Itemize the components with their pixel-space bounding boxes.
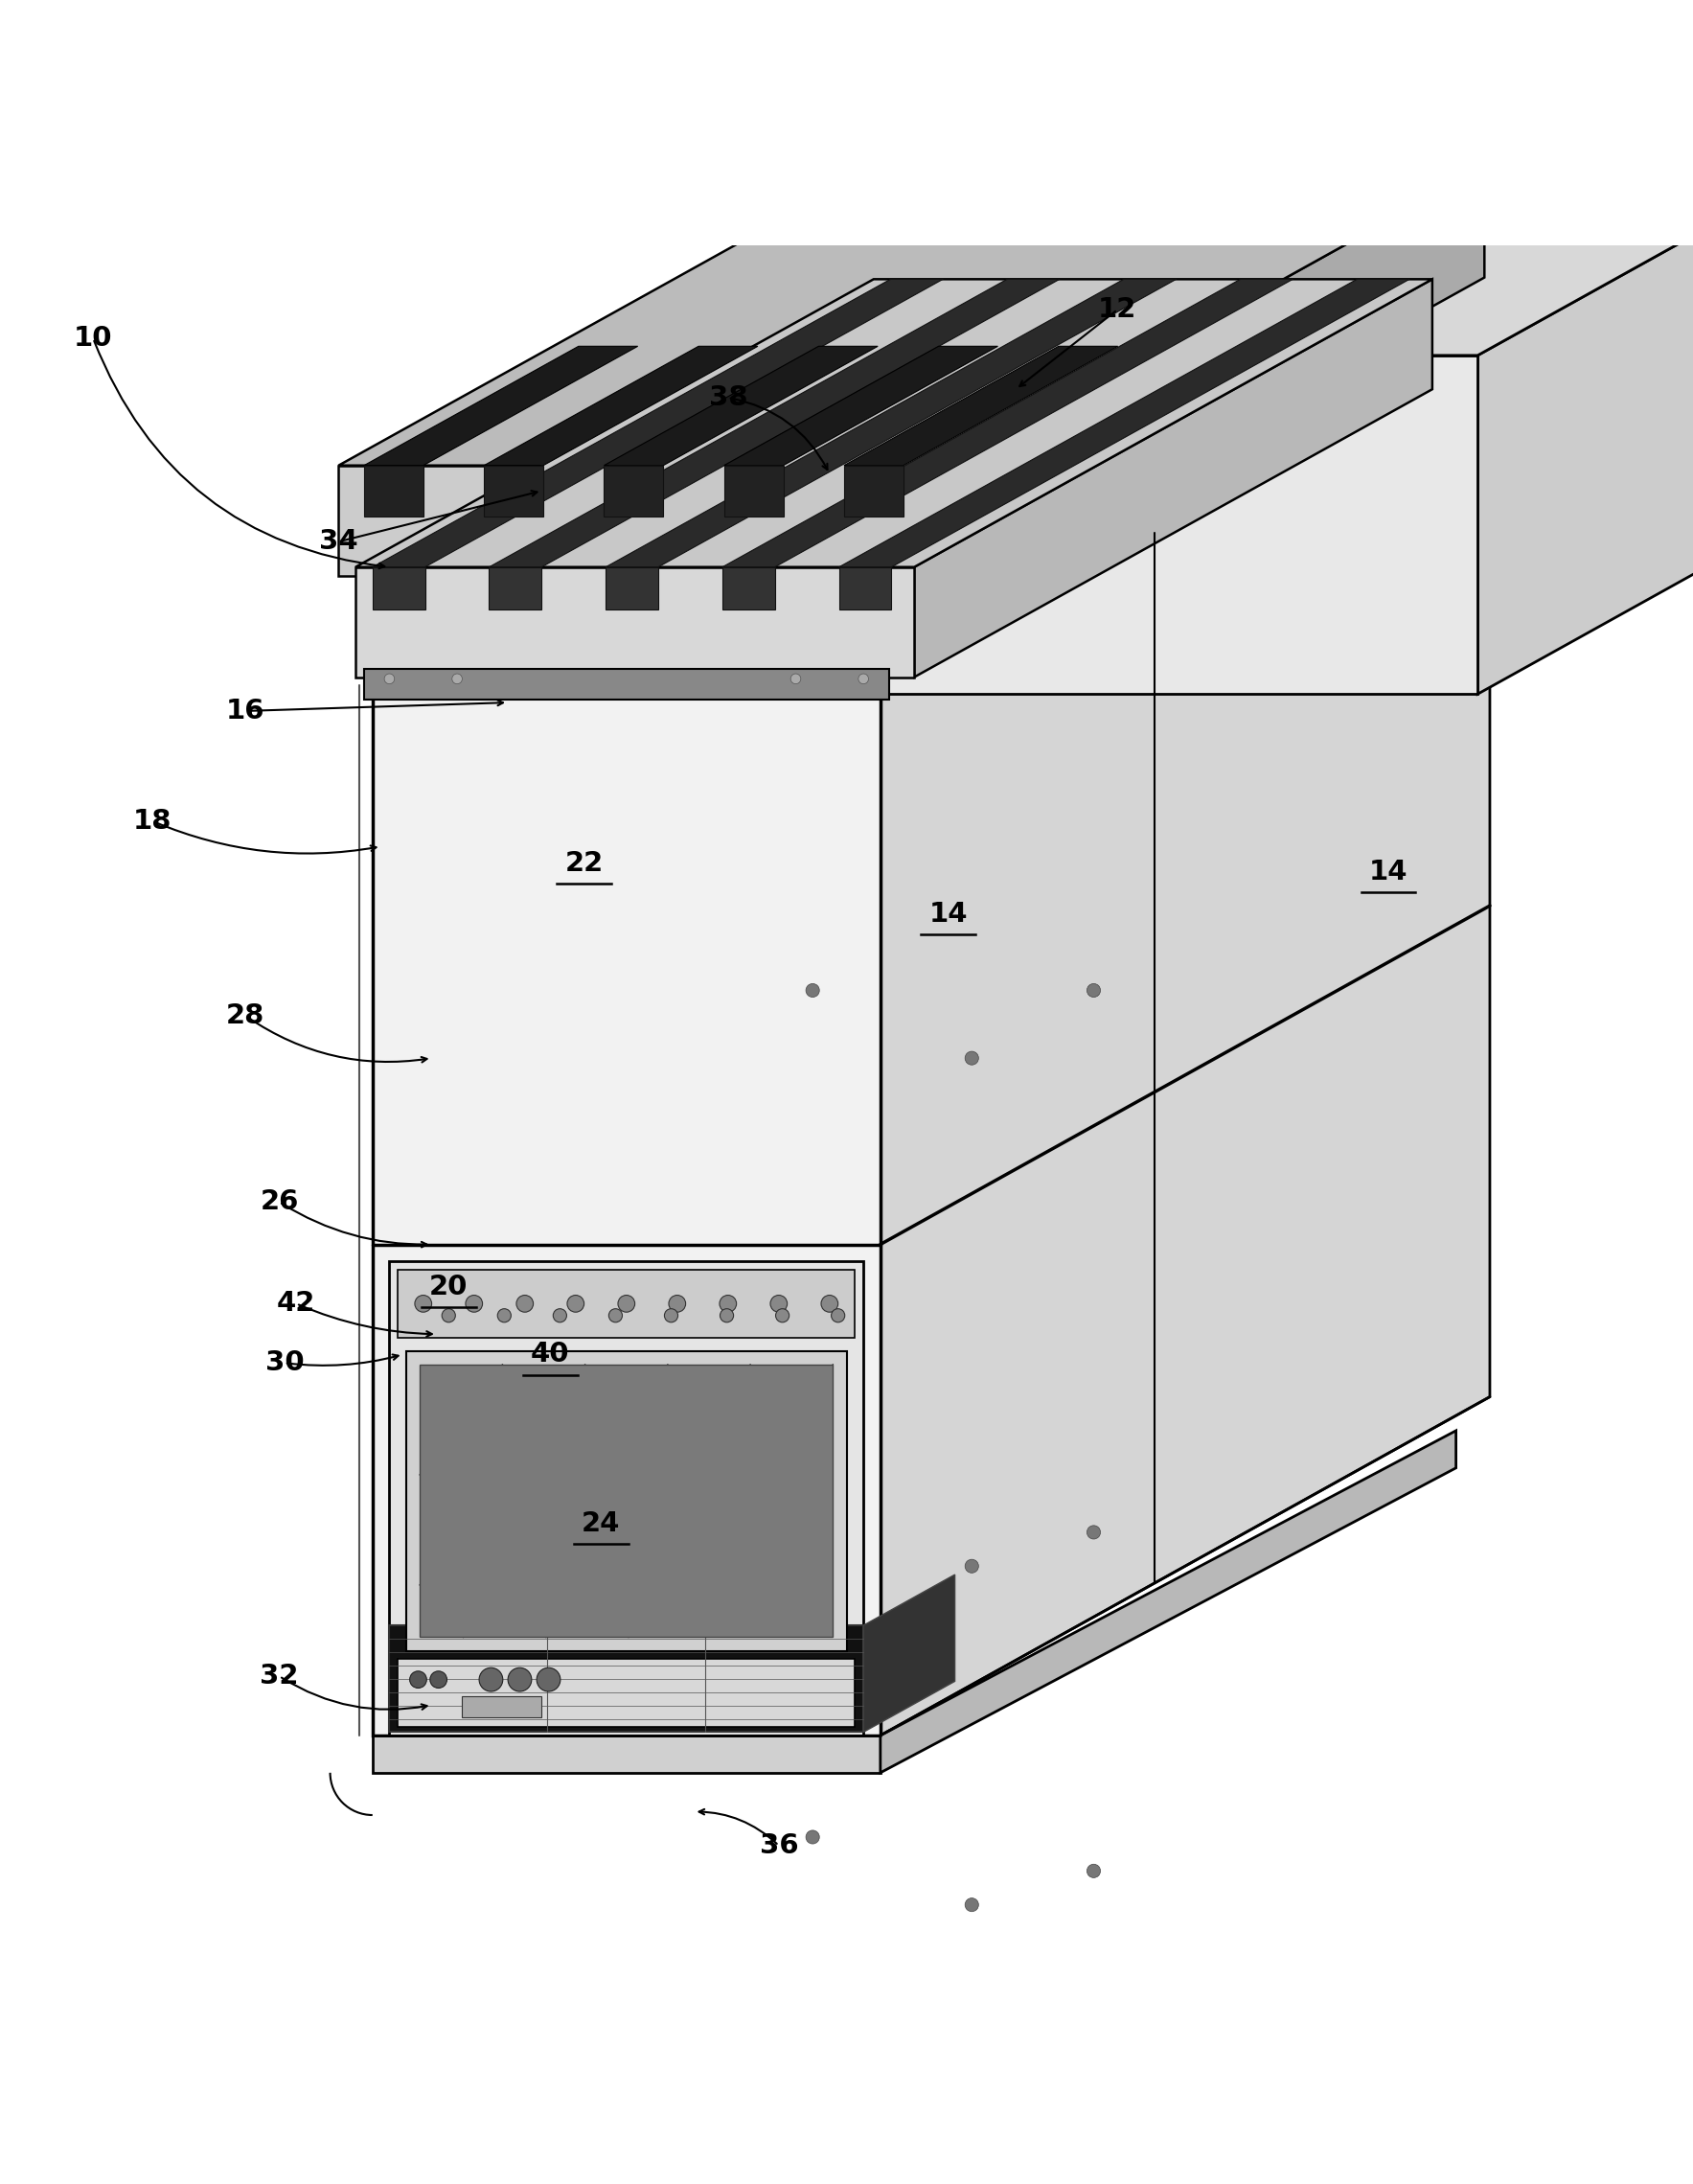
Polygon shape — [725, 347, 997, 465]
Circle shape — [415, 1295, 432, 1313]
Polygon shape — [339, 168, 1485, 465]
Circle shape — [567, 1295, 584, 1313]
Polygon shape — [406, 1352, 846, 1651]
Circle shape — [965, 1051, 979, 1066]
Polygon shape — [420, 1365, 833, 1638]
Circle shape — [508, 1669, 532, 1690]
Text: 14: 14 — [929, 900, 967, 928]
Polygon shape — [398, 1660, 855, 1728]
Text: 32: 32 — [261, 1662, 298, 1690]
Circle shape — [554, 1308, 567, 1321]
Text: 20: 20 — [430, 1273, 467, 1299]
Polygon shape — [489, 568, 542, 609]
Polygon shape — [484, 347, 758, 465]
Polygon shape — [840, 568, 892, 609]
Text: 40: 40 — [532, 1341, 569, 1367]
Polygon shape — [880, 347, 1490, 1736]
Circle shape — [1087, 1524, 1100, 1540]
Circle shape — [537, 1669, 560, 1690]
Polygon shape — [372, 568, 425, 609]
Circle shape — [384, 673, 394, 684]
Circle shape — [821, 1295, 838, 1313]
Polygon shape — [840, 280, 1410, 568]
Circle shape — [806, 1830, 819, 1843]
Polygon shape — [604, 465, 664, 515]
Text: 14: 14 — [1370, 858, 1407, 885]
Polygon shape — [914, 280, 1432, 677]
Text: 24: 24 — [582, 1511, 620, 1538]
Polygon shape — [880, 1431, 1456, 1773]
Circle shape — [609, 1308, 623, 1321]
Polygon shape — [462, 1697, 542, 1717]
Circle shape — [669, 1295, 686, 1313]
Text: 36: 36 — [760, 1832, 797, 1859]
Polygon shape — [845, 465, 904, 515]
Polygon shape — [606, 568, 659, 609]
Polygon shape — [389, 1262, 863, 1736]
Circle shape — [775, 1308, 789, 1321]
Polygon shape — [723, 568, 775, 609]
Polygon shape — [364, 347, 638, 465]
Circle shape — [466, 1295, 483, 1313]
Circle shape — [618, 1295, 635, 1313]
Circle shape — [516, 1295, 533, 1313]
Text: 42: 42 — [278, 1291, 315, 1317]
Circle shape — [965, 1898, 979, 1911]
Polygon shape — [372, 347, 1490, 686]
Polygon shape — [372, 280, 943, 568]
Circle shape — [498, 1308, 511, 1321]
Polygon shape — [723, 280, 1293, 568]
Circle shape — [720, 1308, 733, 1321]
Circle shape — [430, 1671, 447, 1688]
Circle shape — [442, 1308, 455, 1321]
Polygon shape — [880, 356, 1478, 695]
Polygon shape — [948, 168, 1485, 577]
Polygon shape — [880, 17, 1693, 356]
Polygon shape — [339, 465, 948, 577]
Circle shape — [806, 983, 819, 998]
Polygon shape — [604, 347, 877, 465]
Text: 34: 34 — [320, 529, 357, 555]
Circle shape — [664, 1308, 677, 1321]
Text: 26: 26 — [261, 1188, 298, 1216]
Text: 38: 38 — [709, 384, 747, 411]
Circle shape — [770, 1295, 787, 1313]
Circle shape — [858, 673, 869, 684]
Text: 18: 18 — [134, 808, 171, 834]
Text: 22: 22 — [565, 850, 603, 876]
Polygon shape — [725, 465, 784, 515]
Circle shape — [720, 1295, 736, 1313]
Polygon shape — [364, 465, 423, 515]
Polygon shape — [356, 280, 1432, 568]
Polygon shape — [398, 1269, 855, 1337]
Circle shape — [965, 1559, 979, 1572]
Polygon shape — [372, 1736, 880, 1773]
Circle shape — [806, 1474, 819, 1487]
Text: 10: 10 — [74, 325, 112, 352]
Polygon shape — [489, 280, 1060, 568]
Text: 30: 30 — [266, 1350, 303, 1376]
Circle shape — [1087, 983, 1100, 998]
Polygon shape — [364, 668, 889, 699]
Polygon shape — [356, 568, 914, 677]
Circle shape — [479, 1669, 503, 1690]
Circle shape — [410, 1671, 427, 1688]
Circle shape — [831, 1308, 845, 1321]
Polygon shape — [863, 1575, 955, 1732]
Text: 28: 28 — [227, 1002, 264, 1029]
Polygon shape — [372, 686, 880, 1736]
Circle shape — [791, 673, 801, 684]
Circle shape — [1087, 1865, 1100, 1878]
Text: 16: 16 — [227, 697, 264, 725]
Polygon shape — [484, 465, 543, 515]
Polygon shape — [845, 347, 1117, 465]
Circle shape — [452, 673, 462, 684]
Polygon shape — [389, 1625, 863, 1732]
Text: 12: 12 — [1099, 297, 1136, 323]
Polygon shape — [1478, 17, 1693, 695]
Polygon shape — [606, 280, 1177, 568]
